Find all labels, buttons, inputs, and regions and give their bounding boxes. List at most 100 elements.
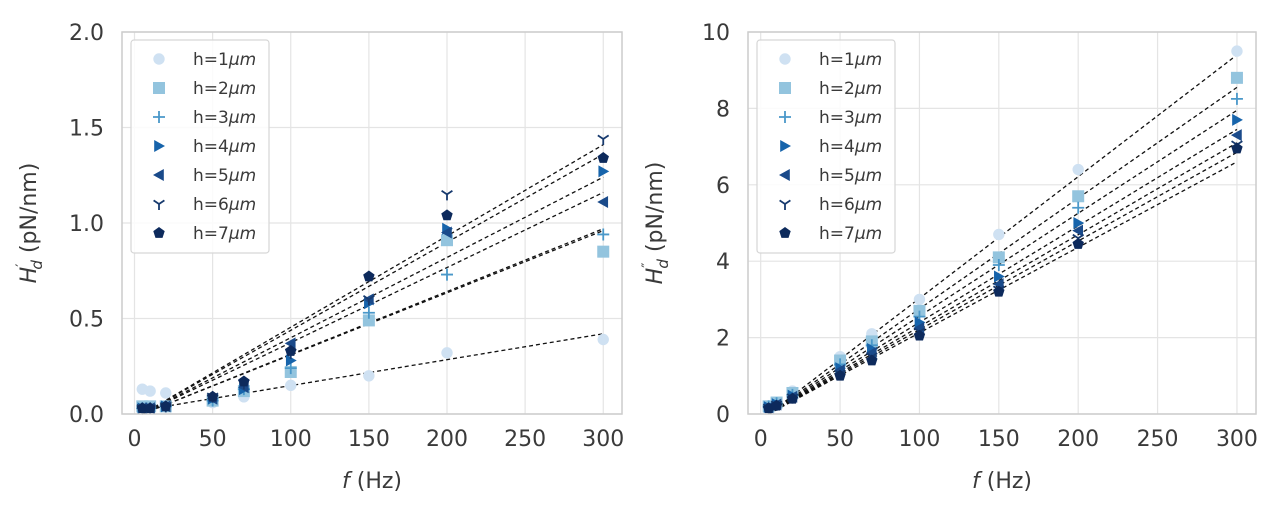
legend-marker bbox=[779, 82, 791, 94]
series-7 bbox=[762, 142, 1243, 414]
fit-line-4 bbox=[768, 128, 1238, 415]
data-point bbox=[597, 134, 610, 145]
legend-marker bbox=[153, 111, 165, 123]
legend-marker bbox=[153, 169, 164, 181]
data-point bbox=[144, 385, 156, 397]
legend-label: h=7μm bbox=[819, 224, 882, 244]
data-point bbox=[993, 285, 1005, 297]
data-point bbox=[1232, 113, 1243, 126]
legend-label: h=5μm bbox=[193, 166, 256, 186]
data-point bbox=[441, 209, 453, 221]
x-axis-label: f (Hz) bbox=[342, 469, 402, 494]
data-point bbox=[597, 333, 609, 346]
data-point bbox=[1231, 142, 1243, 154]
data-point bbox=[1072, 238, 1084, 249]
fit-line-3 bbox=[768, 109, 1238, 415]
data-point bbox=[362, 295, 375, 306]
data-point bbox=[994, 270, 1005, 283]
data-point bbox=[597, 245, 610, 258]
y-tick-label: 10 bbox=[702, 21, 730, 46]
axes-frame bbox=[747, 31, 1257, 415]
data-point bbox=[136, 402, 149, 414]
legend-marker bbox=[779, 111, 791, 123]
data-point bbox=[441, 347, 453, 359]
y-axis-label: H′d (pN/nm) bbox=[14, 163, 46, 284]
data-point bbox=[285, 354, 297, 367]
data-point bbox=[992, 251, 1005, 264]
data-point bbox=[1073, 217, 1085, 229]
legend-marker bbox=[779, 199, 791, 210]
data-point bbox=[597, 228, 610, 241]
data-point bbox=[1072, 201, 1085, 214]
y-tick-label: 2 bbox=[716, 327, 730, 352]
data-point bbox=[770, 399, 783, 411]
legend-marker bbox=[153, 199, 165, 210]
data-point bbox=[285, 344, 297, 356]
legend-label: h=2μm bbox=[193, 79, 256, 99]
data-point bbox=[441, 268, 453, 281]
data-point bbox=[362, 314, 375, 327]
legend-marker bbox=[153, 227, 165, 238]
x-tick-label: 150 bbox=[348, 427, 390, 452]
data-point bbox=[160, 387, 172, 399]
x-tick-label: 0 bbox=[754, 427, 768, 452]
axes-frame bbox=[121, 31, 623, 415]
y-tick-label: 0 bbox=[716, 403, 730, 428]
x-tick-label: 300 bbox=[1216, 427, 1258, 452]
data-point bbox=[1231, 45, 1243, 57]
data-point bbox=[441, 226, 452, 239]
data-point bbox=[206, 390, 219, 402]
y-tick-label: 0.0 bbox=[69, 403, 104, 428]
y-tick-label: 8 bbox=[716, 97, 730, 122]
legend-label: h=4μm bbox=[819, 137, 882, 157]
data-point bbox=[913, 329, 926, 341]
data-point bbox=[597, 195, 609, 208]
data-point bbox=[363, 370, 375, 382]
data-point bbox=[144, 402, 156, 414]
y-tick-label: 0.5 bbox=[69, 308, 104, 333]
y-tick-label: 1.5 bbox=[69, 117, 104, 142]
data-point bbox=[786, 392, 799, 404]
data-point bbox=[1230, 71, 1243, 84]
data-point bbox=[1072, 224, 1083, 237]
chart-panel-1: 0 50 100 150 200 250 300 0.0 0.5 1.0 1.5 2.0 f (Hz) H… bbox=[14, 21, 624, 494]
data-point bbox=[160, 400, 172, 412]
x-tick-label: 150 bbox=[978, 427, 1020, 452]
data-point bbox=[993, 228, 1005, 241]
legend-marker bbox=[154, 140, 165, 152]
y-tick-label: 2.0 bbox=[69, 21, 104, 46]
legend-label: h=5μm bbox=[819, 166, 882, 186]
fit-line-5 bbox=[768, 142, 1238, 415]
x-tick-label: 300 bbox=[582, 427, 624, 452]
legend-label: h=2μm bbox=[819, 79, 882, 99]
data-point bbox=[992, 259, 1005, 272]
data-point bbox=[441, 190, 453, 201]
legend-label: h=4μm bbox=[193, 137, 256, 157]
x-tick-label: 250 bbox=[504, 427, 546, 452]
data-point bbox=[363, 270, 375, 282]
legend-box bbox=[130, 39, 270, 254]
x-tick-label: 50 bbox=[199, 427, 227, 452]
legend-label: h=3μm bbox=[819, 108, 882, 128]
x-tick-label: 200 bbox=[1057, 427, 1099, 452]
data-point bbox=[914, 316, 926, 329]
series-7 bbox=[136, 152, 609, 414]
legend-marker bbox=[779, 169, 790, 181]
legend-label: h=1μm bbox=[193, 50, 256, 70]
data-point bbox=[598, 165, 610, 178]
series-4 bbox=[763, 113, 1243, 414]
data-point bbox=[834, 369, 846, 381]
legend: h=1μm h=2μm h=3μm h=4μm h=5μm h=6μm h=7μm bbox=[130, 39, 270, 254]
data-point bbox=[1230, 129, 1242, 142]
data-point bbox=[1072, 190, 1085, 203]
y-tick-label: 1.0 bbox=[69, 212, 104, 237]
data-point bbox=[1230, 92, 1243, 105]
legend-label: h=1μm bbox=[819, 50, 882, 70]
x-tick-label: 50 bbox=[826, 427, 854, 452]
legend-marker bbox=[779, 53, 791, 65]
legend-marker bbox=[153, 82, 165, 94]
chart-panel-2: 0 50 100 150 200 250 300 0 2 4 6 8 10 f (Hz) H″d (pN/n… bbox=[640, 21, 1258, 494]
y-tick-label: 6 bbox=[716, 174, 730, 199]
data-point bbox=[1072, 163, 1084, 176]
